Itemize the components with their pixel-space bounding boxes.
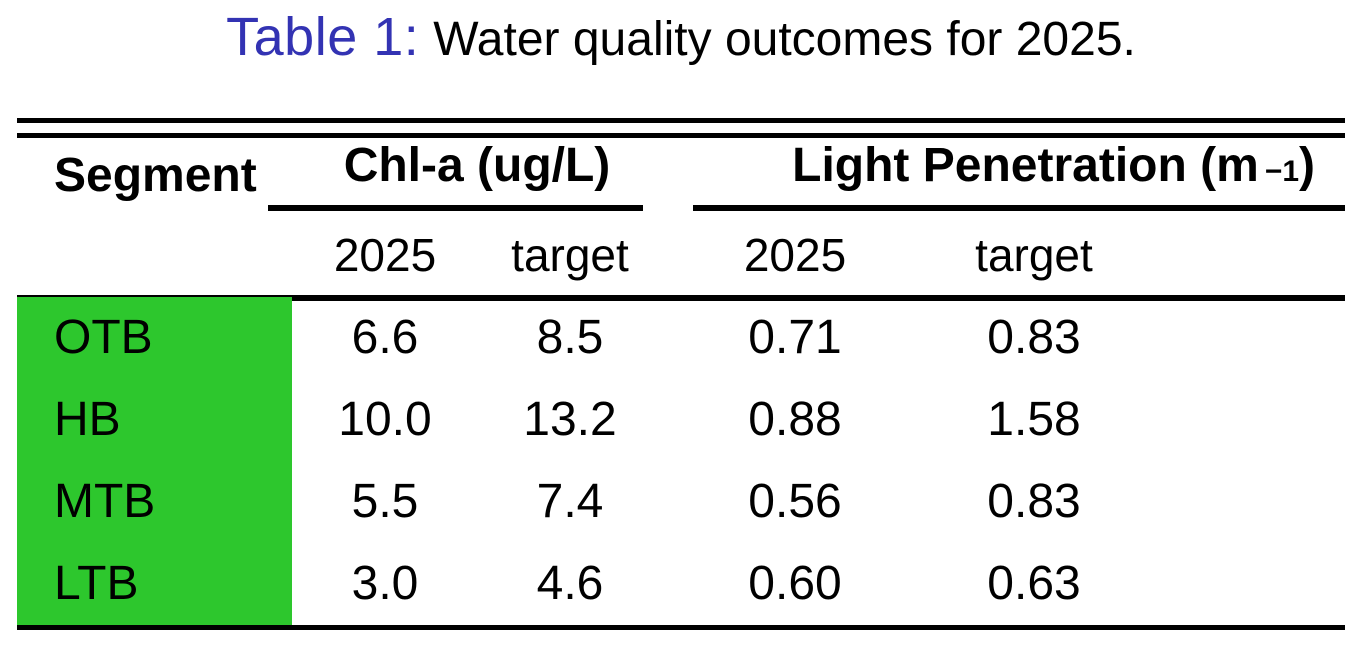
otb-chla-2025: 6.6: [351, 311, 419, 364]
top-rule-1: [17, 118, 1345, 123]
segment-cell-ltb: LTB: [17, 543, 292, 625]
caption-text: Water quality outcomes for 2025.: [433, 13, 1136, 66]
segment-cell-hb: HB: [17, 379, 292, 461]
chla-target-subheader: target: [511, 228, 629, 281]
hb-lp-target: 1.58: [987, 393, 1081, 446]
chla-group-header: Chl-a (ug/L): [343, 139, 611, 192]
ltb-lp-2025: 0.60: [748, 557, 842, 610]
empty-subheader-cell: [17, 212, 292, 297]
otb-lp-target: 0.83: [987, 311, 1081, 364]
top-rule-2: [17, 133, 1345, 138]
light-penetration-label-base: Light Penetration (m: [792, 139, 1259, 192]
ltb-chla-target: 4.6: [536, 557, 604, 610]
ltb-chla-2025: 3.0: [351, 557, 419, 610]
hb-chla-2025: 10.0: [338, 393, 432, 446]
mtb-chla-2025: 5.5: [351, 475, 419, 528]
otb-lp-2025: 0.71: [748, 311, 842, 364]
mtb-lp-2025: 0.56: [748, 475, 842, 528]
light-penetration-group-header: Light Penetration (m −1): [792, 139, 1315, 192]
lp-2025-subheader: 2025: [743, 228, 847, 281]
table-caption: Table 1: Water quality outcomes for 2025.: [0, 6, 1362, 68]
hb-lp-2025: 0.88: [748, 393, 842, 446]
segment-column-header: Segment: [54, 149, 257, 202]
chla-group-underline: [268, 205, 643, 211]
bottom-rule: [17, 625, 1345, 630]
segment-cell-otb: OTB: [17, 297, 292, 379]
table-grid: Segment Chl-a (ug/L) Light Penetration (…: [17, 138, 1345, 625]
segment-cell-mtb: MTB: [17, 461, 292, 543]
light-penetration-label-suffix: ): [1299, 139, 1315, 192]
mtb-lp-target: 0.83: [987, 475, 1081, 528]
chla-2025-subheader: 2025: [333, 228, 437, 281]
caption-label: Table 1:: [226, 7, 420, 67]
mtb-chla-target: 7.4: [536, 475, 604, 528]
header-rule: [17, 295, 1345, 301]
ltb-lp-target: 0.63: [987, 557, 1081, 610]
hb-chla-target: 13.2: [523, 393, 617, 446]
light-penetration-group-underline: [693, 205, 1345, 211]
lp-target-subheader: target: [975, 228, 1093, 281]
otb-chla-target: 8.5: [536, 311, 604, 364]
